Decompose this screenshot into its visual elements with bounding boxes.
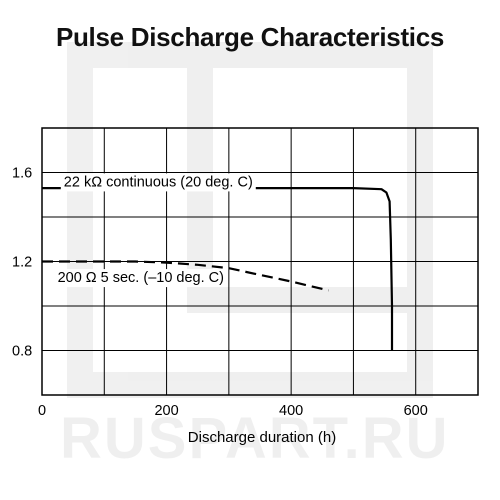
y-tick-label: 1.6 — [12, 166, 32, 182]
series-label-2: 200 Ω 5 sec. (–10 deg. C) — [58, 270, 224, 286]
axis-ticks: 0 200 400 600 0.8 1.2 1.6 — [12, 166, 428, 420]
series-label-bg — [54, 269, 227, 288]
x-axis-label: Discharge duration (h) — [188, 429, 336, 446]
chart-title: Pulse Discharge Characteristics — [55, 22, 445, 52]
y-tick-label: 1.2 — [12, 255, 32, 271]
watermark-logo — [67, 42, 433, 398]
plot-frame — [41, 127, 479, 396]
x-tick-label: 0 — [38, 403, 46, 419]
y-tick-label: 0.8 — [12, 344, 32, 360]
series-label-bg — [60, 173, 256, 192]
series-labels: 22 kΩ continuous (20 deg. C) 200 Ω 5 sec.… — [54, 173, 256, 288]
x-tick-label: 200 — [154, 403, 178, 419]
x-tick-label: 600 — [404, 403, 428, 419]
series-label-1: 22 kΩ continuous (20 deg. C) — [64, 174, 253, 190]
watermark-text: RUSPART.RU — [60, 406, 450, 471]
series-line-2 — [42, 260, 329, 292]
x-tick-label: 400 — [279, 403, 303, 419]
